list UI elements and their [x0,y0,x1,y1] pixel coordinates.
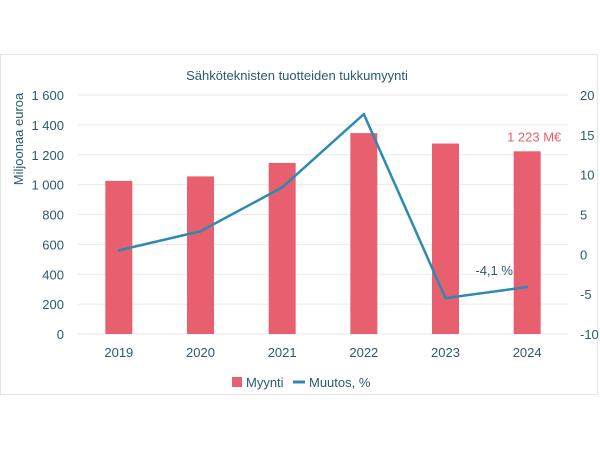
x-tick-label: 2023 [431,345,460,360]
legend: Myynti Muutos, % [232,375,371,390]
y-tick-label: 400 [42,267,64,282]
x-tick-label: 2019 [104,345,133,360]
legend-label-muutos: Muutos, % [309,375,371,390]
gridlines [78,94,568,335]
y-tick-label: 600 [42,237,64,252]
line-point-2022 [362,112,366,116]
y-tick-label: 800 [42,208,64,223]
x-tick-label: 2021 [268,345,297,360]
y-tick-label: 200 [42,297,64,312]
x-tick-label: 2022 [349,345,378,360]
y2-tick-label: 15 [580,128,594,143]
y-tick-label: 1 400 [31,118,64,133]
line-point-2024 [525,285,529,289]
y2-tick-label: -5 [580,287,592,302]
bar-2022 [350,133,378,334]
x-tick-label: 2020 [186,345,215,360]
annotations: 1 223 M€ -4,1 % [475,129,562,278]
x-tick-label: 2024 [513,345,542,360]
y-tick-label: 1 600 [31,88,64,103]
y-tick-label: 0 [57,327,64,342]
y2-tick-label: 5 [580,208,587,223]
y-axis-label: Miljoonaa euroa [11,92,26,185]
line-data-label: -4,1 % [475,263,513,278]
line-point-2020 [199,230,202,233]
bar-series [105,133,541,334]
y-axis-ticks: 0 200 400 600 800 1 000 1 200 1 400 1 600 [31,88,64,342]
chart-frame [0,54,598,395]
line-muutos [118,112,528,300]
y2-tick-label: 20 [580,88,594,103]
x-axis-ticks: 2019 2020 2021 2022 2023 2024 [104,345,541,360]
line-point-2019 [117,249,121,252]
bar-data-label: 1 223 M€ [507,129,562,144]
y-tick-label: 1 200 [31,148,64,163]
bar-2019 [105,180,133,334]
line-point-2021 [280,186,284,189]
y2-tick-label: 10 [580,168,594,183]
y2-axis-ticks: -10 -5 0 5 10 15 20 [580,88,599,342]
y-tick-label: 1 000 [31,178,64,193]
bar-2023 [432,143,459,334]
y2-tick-label: 0 [580,247,587,262]
bar-2020 [187,176,214,334]
line-series [117,112,529,300]
legend-swatch-myynti [232,377,242,387]
line-point-2023 [444,296,447,300]
chart-title: Sähköteknisten tuotteiden tukkumyynti [186,68,408,83]
bar-2024 [513,151,541,334]
y2-tick-label: -10 [580,327,599,342]
legend-label-myynti: Myynti [246,375,284,390]
